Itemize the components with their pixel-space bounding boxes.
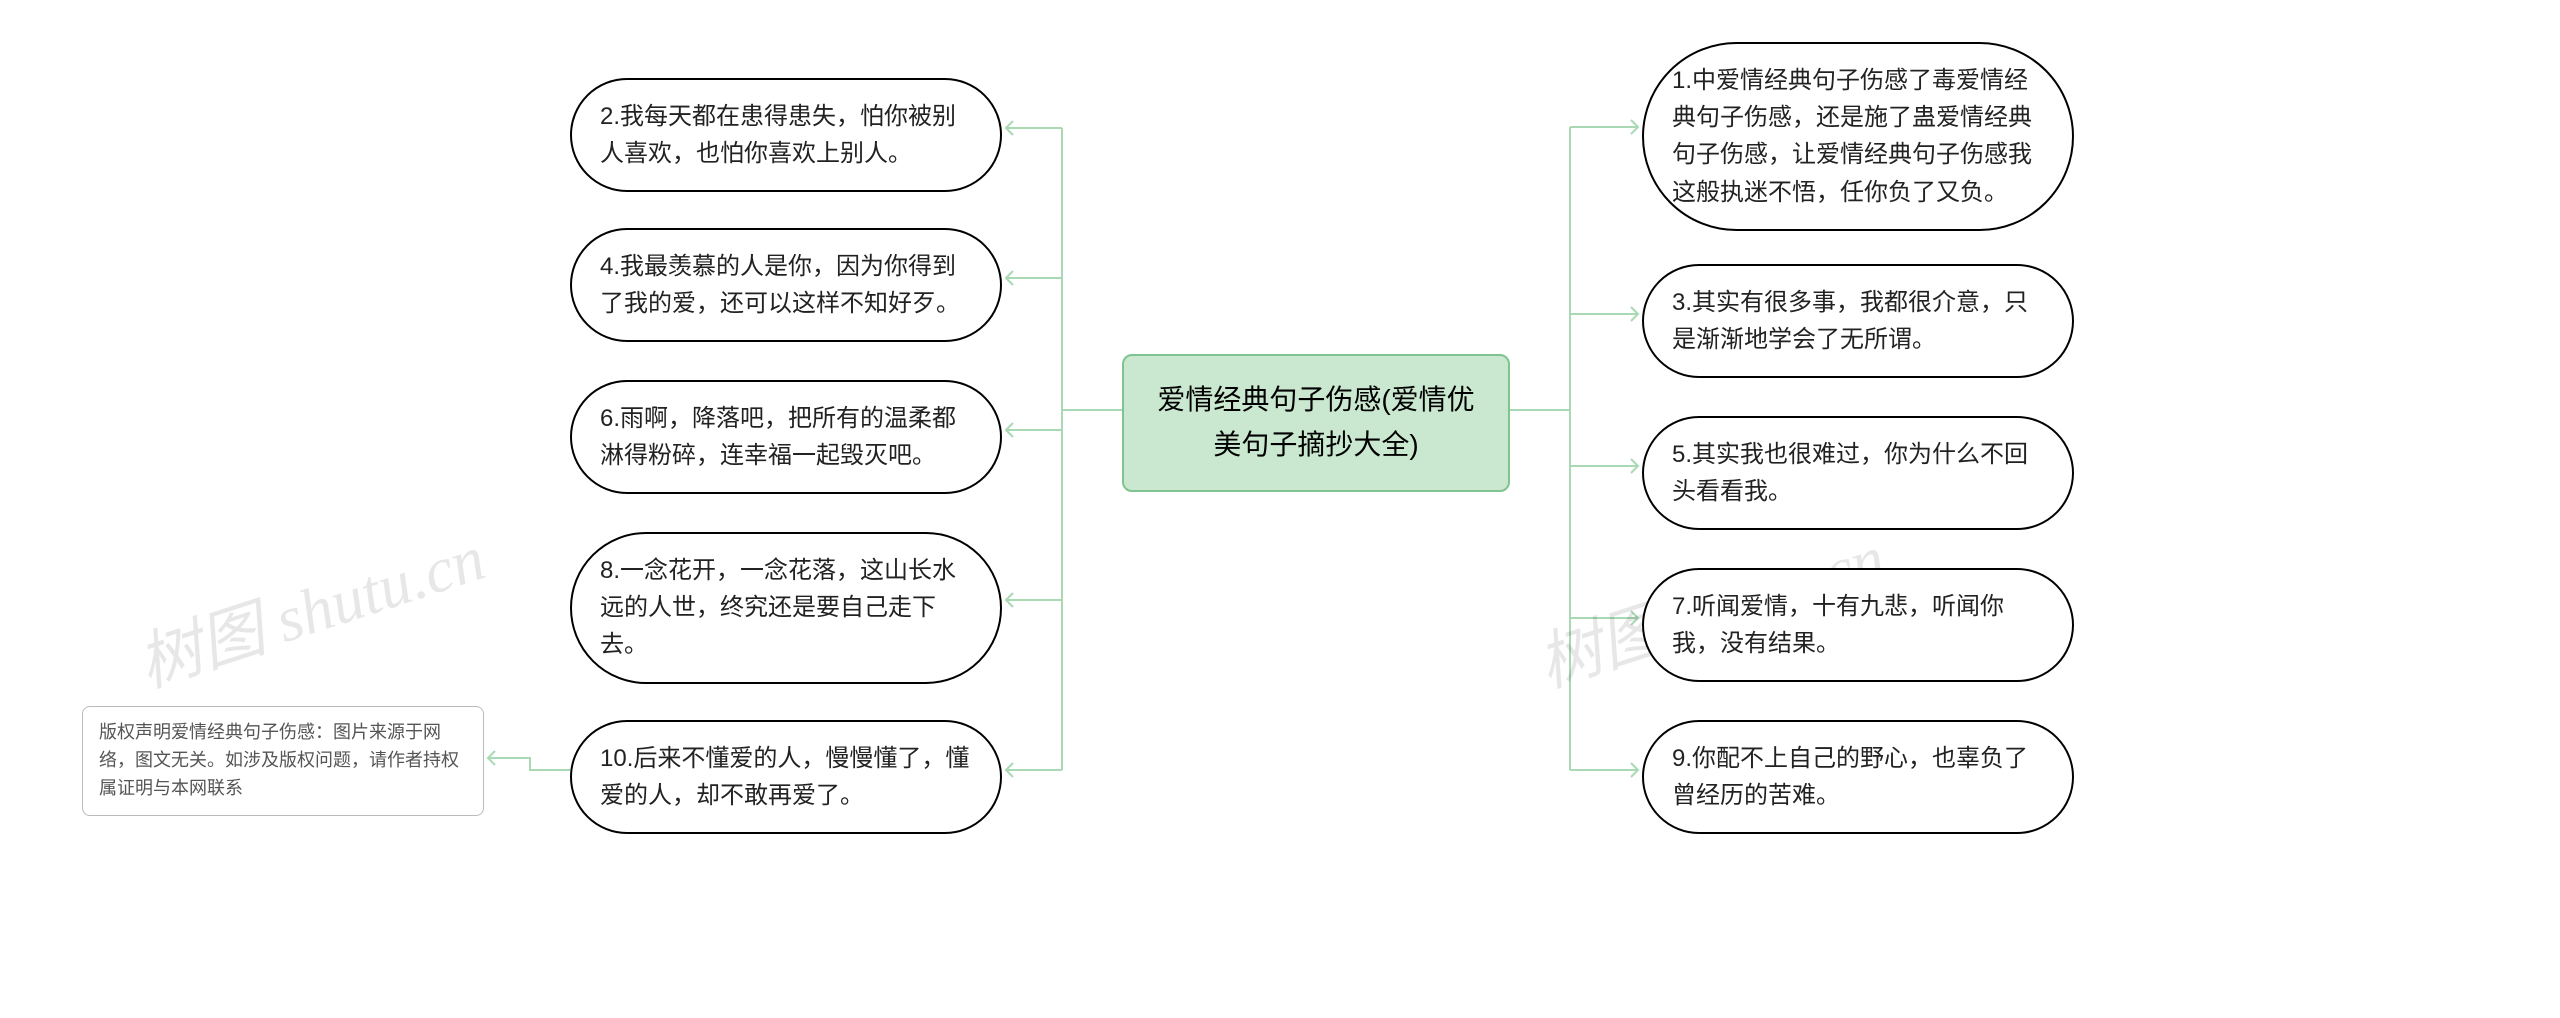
node-3[interactable]: 3.其实有很多事，我都很介意，只是渐渐地学会了无所谓。 <box>1642 264 2074 378</box>
node-2[interactable]: 2.我每天都在患得患失，怕你被别人喜欢，也怕你喜欢上别人。 <box>570 78 1002 192</box>
node-1[interactable]: 1.中爱情经典句子伤感了毒爱情经典句子伤感，还是施了蛊爱情经典句子伤感，让爱情经… <box>1642 42 2074 231</box>
node-7[interactable]: 7.听闻爱情，十有九悲，听闻你我，没有结果。 <box>1642 568 2074 682</box>
center-node[interactable]: 爱情经典句子伤感(爱情优美句子摘抄大全) <box>1122 354 1510 492</box>
node-4[interactable]: 4.我最羡慕的人是你，因为你得到了我的爱，还可以这样不知好歹。 <box>570 228 1002 342</box>
node-5[interactable]: 5.其实我也很难过，你为什么不回头看看我。 <box>1642 416 2074 530</box>
node-9[interactable]: 9.你配不上自己的野心，也辜负了曾经历的苦难。 <box>1642 720 2074 834</box>
node-8[interactable]: 8.一念花开，一念花落，这山长水远的人世，终究还是要自己走下去。 <box>570 532 1002 684</box>
watermark-1: 树图 shutu.cn <box>125 507 495 705</box>
connector-layer <box>0 0 2560 1018</box>
node-6[interactable]: 6.雨啊，降落吧，把所有的温柔都淋得粉碎，连幸福一起毁灭吧。 <box>570 380 1002 494</box>
node-10[interactable]: 10.后来不懂爱的人，慢慢懂了，懂爱的人，却不敢再爱了。 <box>570 720 1002 834</box>
copyright-node[interactable]: 版权声明爱情经典句子伤感：图片来源于网络，图文无关。如涉及版权问题，请作者持权属… <box>82 706 484 816</box>
